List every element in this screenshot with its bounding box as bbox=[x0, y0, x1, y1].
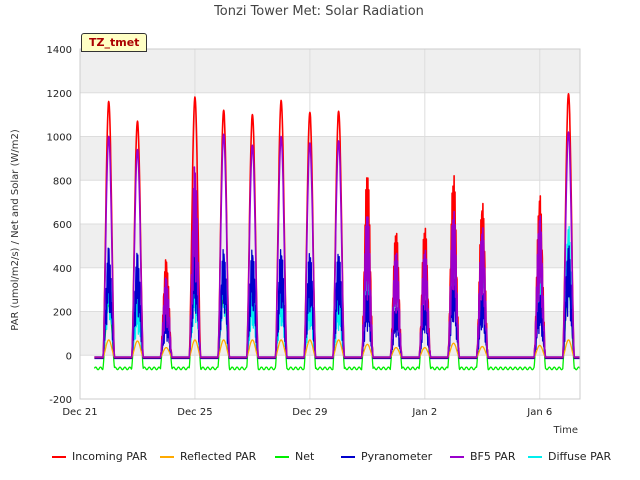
legend-swatch bbox=[52, 456, 66, 458]
x-tick-label: Dec 21 bbox=[62, 407, 97, 418]
y-tick-label: -200 bbox=[49, 395, 72, 406]
y-tick-label: 800 bbox=[53, 176, 72, 187]
x-axis-label: Time bbox=[553, 425, 578, 436]
y-tick-label: 1400 bbox=[47, 45, 72, 56]
legend-item-diffuse: Diffuse PAR bbox=[528, 450, 611, 463]
y-tick-label: 1200 bbox=[47, 89, 72, 100]
legend-item-incoming: Incoming PAR bbox=[52, 450, 147, 463]
legend-label: Reflected PAR bbox=[180, 450, 257, 463]
y-tick-label: 600 bbox=[53, 220, 72, 231]
x-tick-label: Dec 29 bbox=[292, 407, 327, 418]
legend-swatch bbox=[528, 456, 542, 458]
legend-label: Diffuse PAR bbox=[548, 450, 612, 463]
legend: Incoming PAR Reflected PAR Net Pyranometer B… bbox=[0, 450, 640, 472]
y-tick-label: 400 bbox=[53, 264, 72, 275]
plot-frame bbox=[79, 48, 581, 400]
legend-label: Pyranometer bbox=[361, 450, 433, 463]
site-tag: TZ_tmet bbox=[81, 33, 148, 52]
series-line-pyranometer bbox=[94, 243, 581, 360]
plot-band bbox=[80, 311, 580, 356]
legend-item-pyranometer: Pyranometer bbox=[341, 450, 432, 463]
y-tick-label: 1000 bbox=[47, 133, 72, 144]
legend-swatch bbox=[160, 456, 174, 458]
axes: -200 0 200 400 600 800 1000 1200 1400 Dec 21 Dec 2… bbox=[47, 45, 581, 418]
series-layer bbox=[93, 93, 581, 371]
x-tick-label: Dec 25 bbox=[177, 407, 212, 418]
x-tick-label: Jan 6 bbox=[526, 407, 552, 418]
legend-swatch bbox=[450, 456, 464, 458]
x-tick-label: Jan 2 bbox=[411, 407, 437, 418]
legend-label: BF5 PAR bbox=[470, 450, 516, 463]
legend-swatch bbox=[341, 456, 355, 458]
legend-item-bf5: BF5 PAR bbox=[450, 450, 515, 463]
y-tick-label: 0 bbox=[66, 351, 72, 362]
y-tick-label: 200 bbox=[53, 308, 72, 319]
legend-swatch bbox=[275, 456, 289, 458]
y-axis-label: PAR (umol/m2/s) / Net and Solar (W/m2) bbox=[10, 129, 21, 331]
legend-item-reflected: Reflected PAR bbox=[160, 450, 256, 463]
plot-band bbox=[80, 49, 580, 93]
series-line-bf5 bbox=[93, 131, 581, 358]
plot-band bbox=[80, 136, 580, 181]
legend-label: Net bbox=[295, 450, 315, 463]
chart-title: Tonzi Tower Met: Solar Radiation bbox=[213, 4, 424, 19]
legend-item-net: Net bbox=[275, 450, 314, 463]
legend-label: Incoming PAR bbox=[72, 450, 148, 463]
plot-band bbox=[80, 224, 580, 268]
